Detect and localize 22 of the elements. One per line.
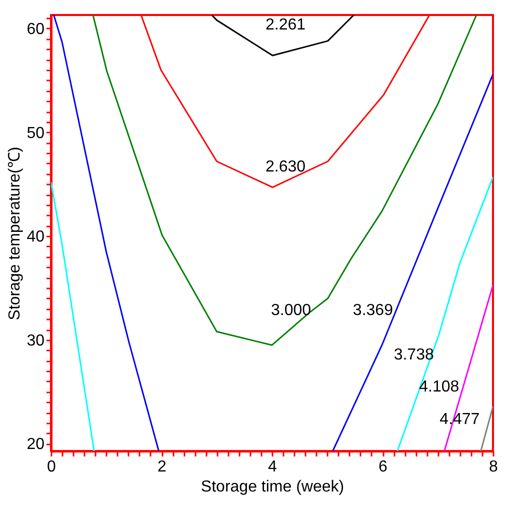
annotation: 2.261 xyxy=(266,16,306,34)
line-series xyxy=(53,15,160,451)
line-series xyxy=(332,73,493,451)
line-series xyxy=(211,15,355,56)
annotation: 4.108 xyxy=(419,378,460,396)
x-axis-title: Storage time (week) xyxy=(200,478,344,496)
annotation: 3.000 xyxy=(270,302,312,320)
y-tick-label: 30 xyxy=(26,332,45,350)
x-tick-label: 0 xyxy=(47,458,56,476)
annotation: 2.630 xyxy=(266,158,306,176)
y-tick-label: 40 xyxy=(26,228,45,246)
y-tick-label: 50 xyxy=(26,124,45,142)
x-tick-label: 8 xyxy=(489,458,498,476)
line-series xyxy=(92,15,478,346)
y-tick-label: 60 xyxy=(26,20,45,38)
x-tick-label: 2 xyxy=(158,458,167,476)
y-tick-label: 20 xyxy=(26,436,45,454)
annotation: 3.369 xyxy=(352,302,394,320)
x-tick-label: 6 xyxy=(378,458,388,476)
y-axis-title: Storage temperature(℃) xyxy=(6,146,24,320)
line-series xyxy=(396,176,493,451)
x-tick-label: 4 xyxy=(268,458,278,476)
